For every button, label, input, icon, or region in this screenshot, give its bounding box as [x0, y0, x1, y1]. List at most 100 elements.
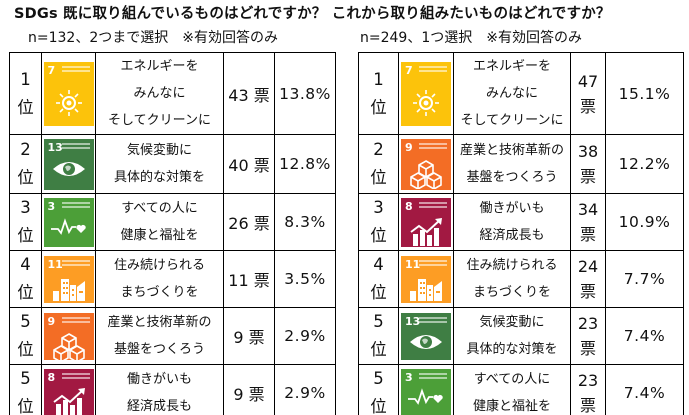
table-row: 4 位 11 住み続けられる まちづくりを 24 票 7.7% [358, 250, 684, 308]
goal-description-line: 経済成長も [126, 399, 192, 414]
sdg-goal-number: 3 [47, 199, 56, 213]
table-row: 2 位 13 気候変動に 具体的な対策を 40 票 12.8% [9, 134, 336, 194]
sdg-goal-7-tile: 7 [401, 61, 451, 126]
votes-cell: 11 票 [223, 250, 275, 308]
sdg-goal-caption [419, 259, 447, 262]
rank-number: 2 [373, 140, 384, 159]
sdg-goal-3-tile: 3 [401, 369, 451, 415]
sdg-goal-number: 13 [405, 314, 421, 328]
goal-description-line: 健康と福祉を [472, 399, 551, 414]
goal-description: 気候変動に 具体的な対策を [453, 307, 571, 365]
sdg-goal-7-tile: 7 [43, 61, 94, 126]
votes-cell: 9 票 [223, 364, 275, 415]
sdg-goal-number: 9 [47, 314, 56, 328]
city-icon [44, 275, 94, 303]
sdg-goal-caption [419, 316, 447, 319]
rank-suffix: 位 [17, 226, 34, 245]
sun-icon [44, 88, 94, 126]
goal-description-line: 住み続けられる [466, 258, 558, 273]
votes-count: 24 [577, 257, 599, 276]
rank-number: 2 [20, 140, 31, 159]
rank-number: 4 [20, 255, 31, 274]
table-row: 3 位 3 すべての人に 健康と福祉を 26 票 8.3% [9, 193, 336, 251]
sdg-goal-number: 11 [47, 257, 63, 271]
votes-cell: 43 票 [223, 52, 275, 135]
goal-description: 産業と技術革新の 基盤をつくろう [453, 134, 571, 194]
growth-chart-icon [401, 217, 451, 247]
votes-unit: 票 [579, 96, 596, 116]
sdg-goal-11-tile: 11 [43, 255, 94, 303]
votes-count: 47 [577, 71, 599, 91]
votes-cell: 9 票 [223, 307, 275, 365]
sdg-goal-13-tile: 13 [43, 138, 94, 190]
sdg-goal-9-tile: 9 [401, 138, 451, 190]
sdg-icon-cell: 11 [41, 250, 96, 308]
cubes-icon [44, 332, 94, 360]
votes-cell: 47 票 [570, 52, 606, 135]
percentage-cell: 7.4% [605, 364, 684, 415]
table-row: 5 位 8 働きがいも 経済成長も 9 票 2.9% [9, 364, 336, 415]
goal-description-line: 働きがいも [479, 201, 545, 216]
goal-description-line: エネルギーを [472, 59, 551, 74]
votes-unit: 票 [579, 282, 596, 301]
percentage-cell: 12.2% [605, 134, 684, 194]
future-efforts-table: 1 位 7 エネルギーを みんなに そしてクリーンに 47 票 15.1% 2 位 9 産業と技術革新の… [358, 52, 684, 415]
sdg-goal-number: 9 [405, 140, 413, 154]
heartbeat-icon [44, 217, 94, 247]
votes-cell: 26 票 [223, 193, 275, 251]
goal-description: 住み続けられる まちづくりを [95, 250, 224, 308]
goal-description-line: まちづくりを [472, 285, 551, 300]
sdg-icon-cell: 7 [398, 52, 454, 135]
goal-description-line: 基盤をつくろう [466, 170, 558, 185]
percentage-cell: 13.8% [274, 52, 336, 135]
sdg-goal-13-tile: 13 [401, 312, 451, 360]
votes-cell: 38 票 [570, 134, 606, 194]
sun-icon [401, 88, 451, 126]
sdg-goal-caption [61, 373, 90, 375]
votes-count: 23 [577, 371, 599, 390]
sdg-icon-cell: 9 [41, 307, 96, 365]
votes-cell: 34 票 [570, 193, 606, 251]
eye-globe-icon [401, 332, 451, 360]
goal-description-line: 基盤をつくろう [113, 342, 205, 357]
rank-suffix: 位 [17, 283, 34, 302]
goal-description: エネルギーを みんなに そしてクリーンに [453, 52, 571, 135]
rank-number: 3 [20, 198, 31, 217]
percentage-cell: 7.4% [605, 307, 684, 365]
table-row: 3 位 8 働きがいも 経済成長も 34 票 10.9% [358, 193, 684, 251]
right-subtitle: n=249、1つ選択 ※有効回答のみ [360, 30, 582, 46]
rank-suffix: 位 [370, 97, 387, 117]
votes-unit: 票 [579, 167, 596, 186]
votes-count: 38 [577, 142, 599, 161]
sdg-goal-number: 11 [405, 257, 421, 271]
sdg-goal-caption [419, 373, 447, 375]
rank-number: 5 [373, 312, 384, 331]
goal-description: 気候変動に 具体的な対策を [95, 134, 224, 194]
goal-description-line: まちづくりを [120, 285, 199, 300]
rank-suffix: 位 [370, 397, 387, 415]
rank-number: 5 [20, 369, 31, 388]
sdg-goal-number: 7 [405, 63, 413, 77]
goal-description-line: そしてクリーンに [108, 113, 211, 128]
goal-description-line: 具体的な対策を [113, 170, 205, 185]
sdg-icon-cell: 9 [398, 134, 454, 194]
rank-suffix: 位 [370, 340, 387, 359]
percentage-cell: 8.3% [274, 193, 336, 251]
goal-description-line: すべての人に [121, 201, 198, 216]
table-row: 5 位 13 気候変動に 具体的な対策を 23 票 7.4% [358, 307, 684, 365]
sdg-goal-caption [61, 201, 90, 204]
sdg-goal-caption [61, 65, 90, 68]
rank-suffix: 位 [17, 97, 34, 117]
percentage-cell: 10.9% [605, 193, 684, 251]
table-row: 5 位 9 産業と技術革新の 基盤をつくろう 9 票 2.9% [9, 307, 336, 365]
rank-suffix: 位 [17, 340, 34, 359]
goal-description-line: 健康と福祉を [120, 228, 199, 243]
page-title: SDGs 既に取り組んでいるものはどれですか？ これから取り組みたいものはどれで… [14, 6, 611, 22]
